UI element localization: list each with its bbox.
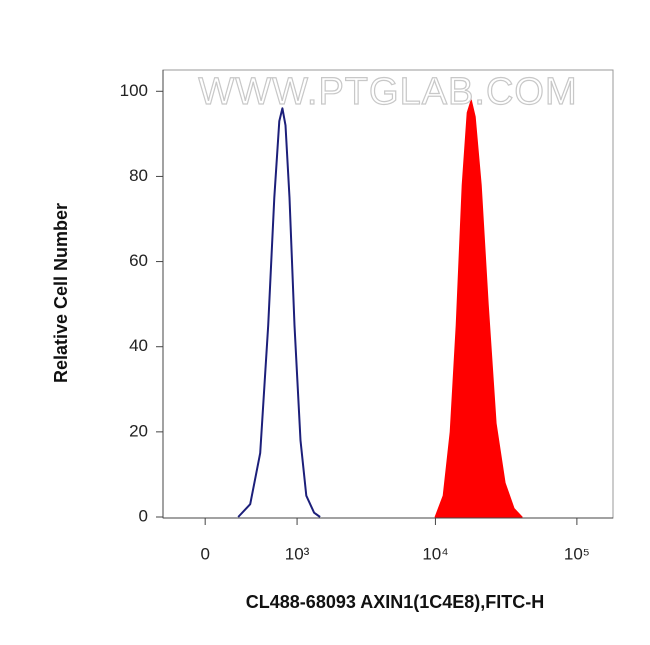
x-tick-label: 0 bbox=[200, 544, 209, 563]
x-tick-label: 10⁴ bbox=[422, 544, 448, 563]
histogram-line bbox=[237, 107, 321, 518]
y-tick-label: 0 bbox=[139, 506, 148, 525]
plot-frame bbox=[162, 69, 614, 519]
y-tick-label: 100 bbox=[120, 81, 148, 100]
x-tick-label: 10³ bbox=[285, 544, 310, 563]
y-tick-label: 80 bbox=[129, 166, 148, 185]
y-tick-label: 60 bbox=[129, 251, 148, 270]
x-axis-title: CL488-68093 AXIN1(1C4E8),FITC-H bbox=[246, 592, 544, 612]
y-axis-title: Relative Cell Number bbox=[51, 203, 71, 383]
x-tick-label: 10⁵ bbox=[564, 544, 590, 563]
y-tick-label: 40 bbox=[129, 336, 148, 355]
histogram-area bbox=[434, 99, 523, 518]
y-tick-label: 20 bbox=[129, 421, 148, 440]
watermark: WWW.PTGLAB.COM bbox=[198, 71, 577, 113]
